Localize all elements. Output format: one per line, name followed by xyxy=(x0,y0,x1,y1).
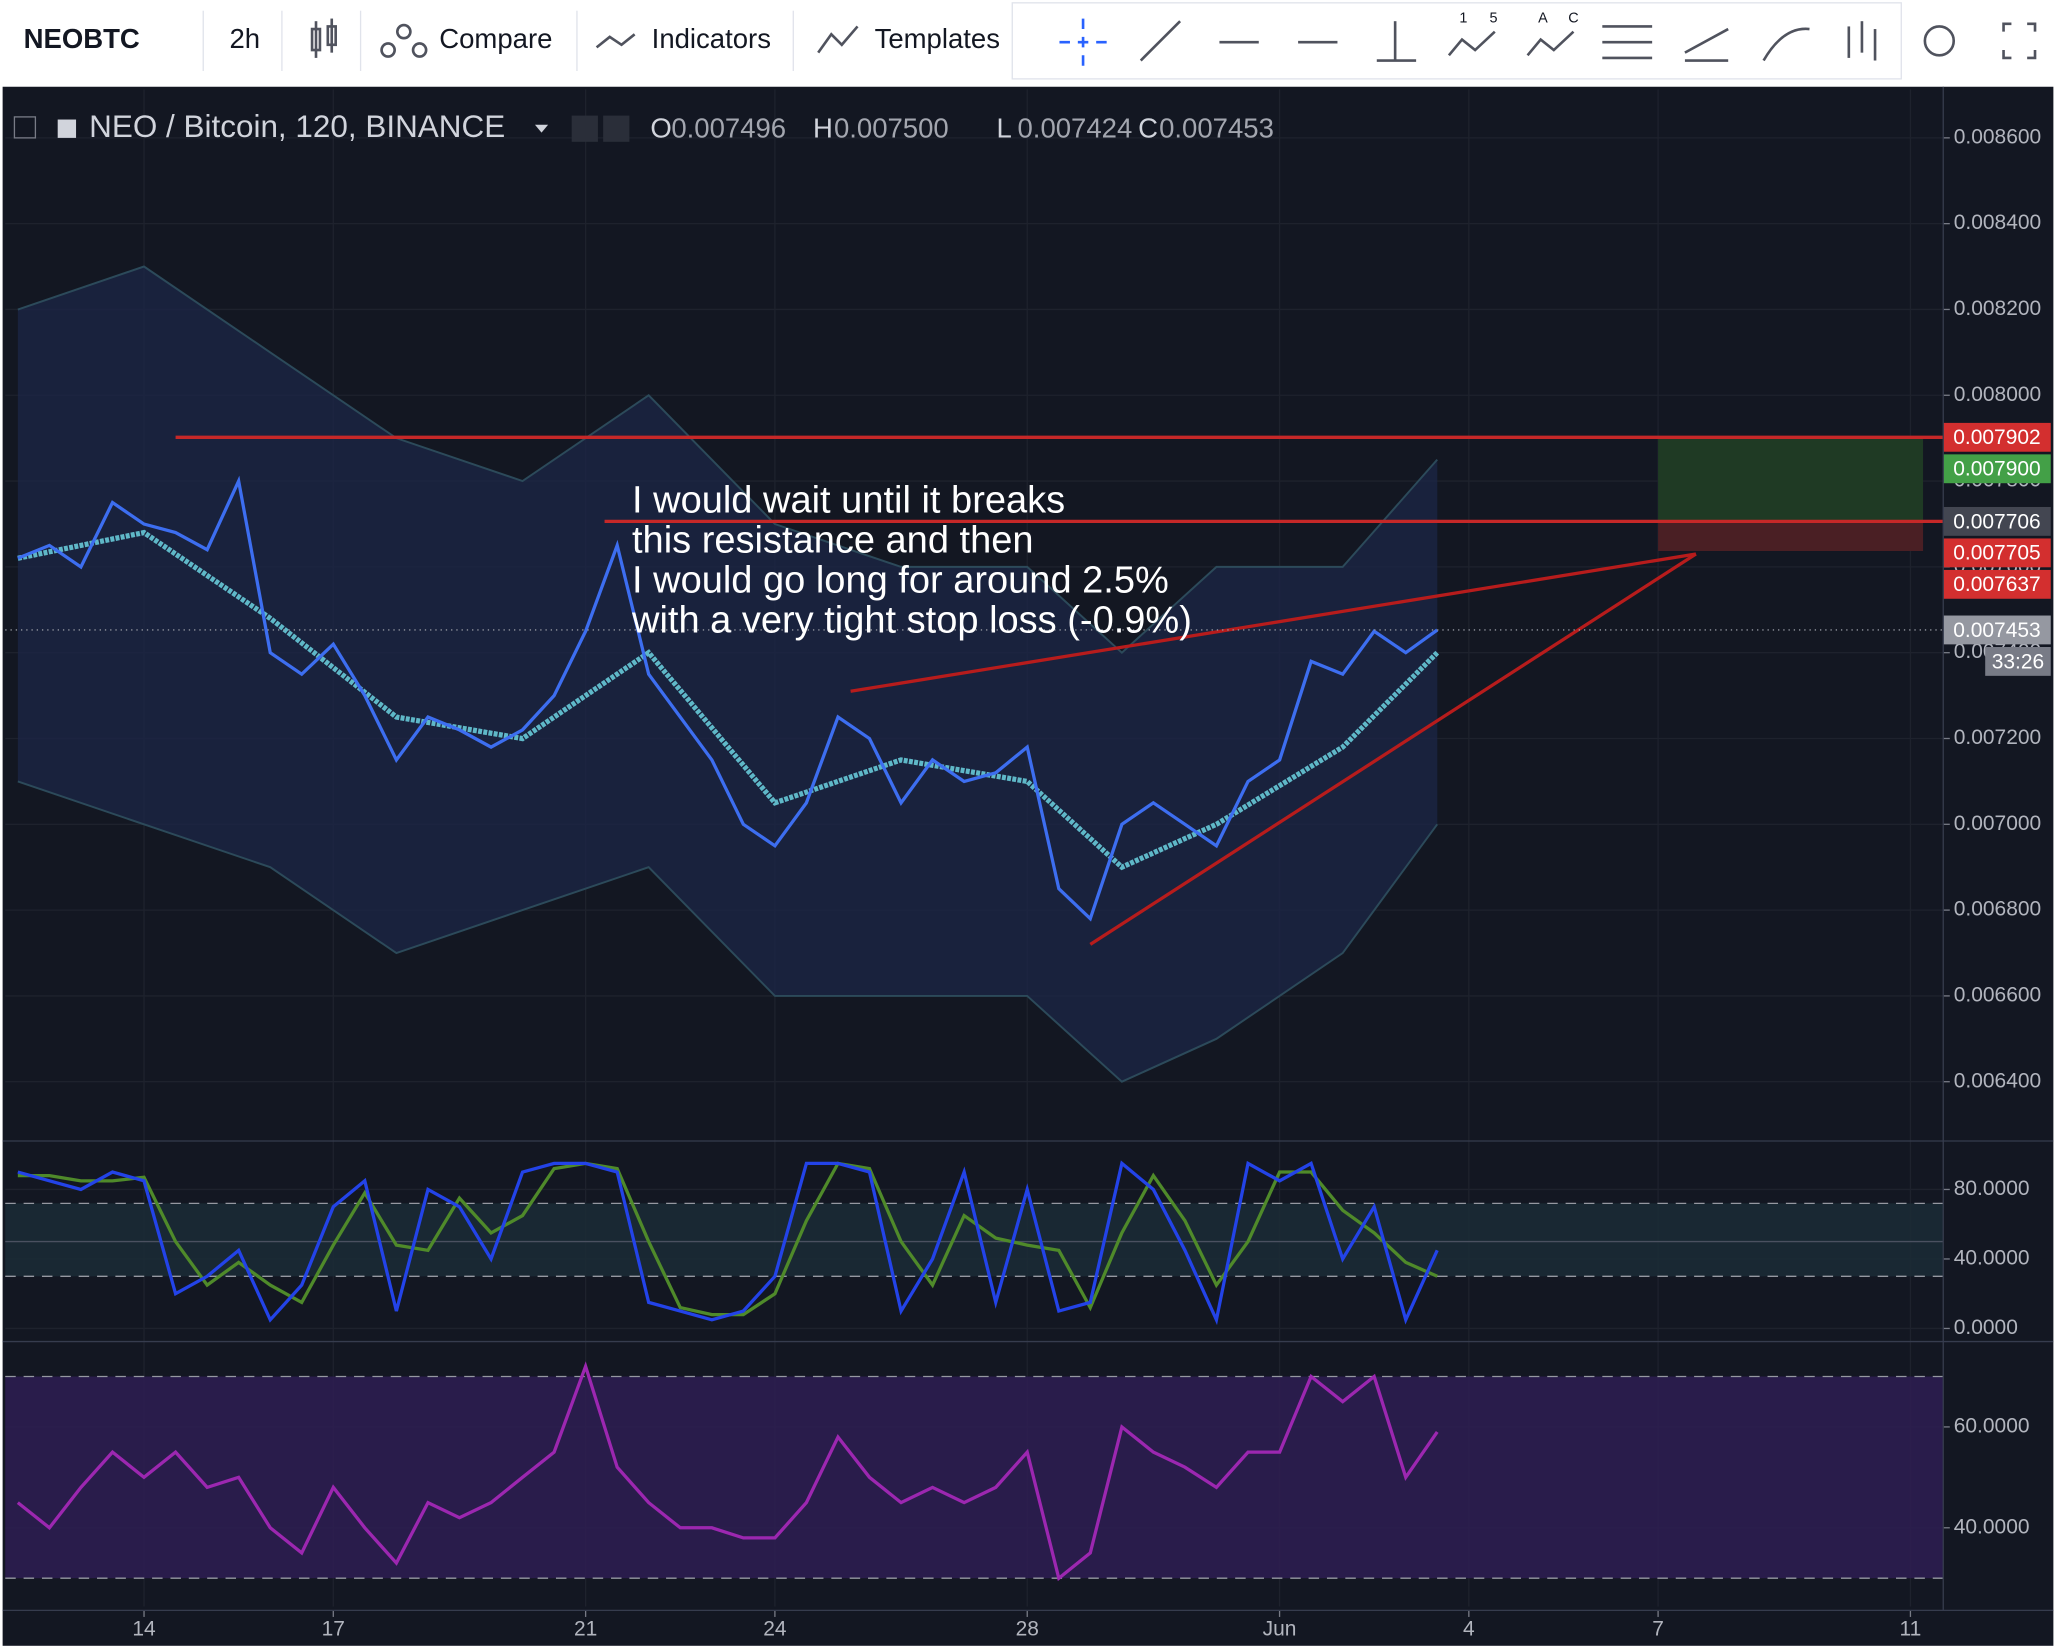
y-tick-label: 0.008600 xyxy=(1954,125,2041,148)
symbol[interactable]: NEOBTC xyxy=(24,23,140,54)
countdown-box xyxy=(1985,646,2051,676)
eye-icon[interactable] xyxy=(571,115,598,142)
measure-icon[interactable] xyxy=(1376,21,1417,62)
price-tag-label: 0.007637 xyxy=(1953,573,2040,596)
ohlc-value: 0.007424 xyxy=(1018,112,1133,143)
expand-icon[interactable] xyxy=(13,116,37,139)
x-tick-label: Jun xyxy=(1263,1618,1297,1641)
crosshair-icon[interactable] xyxy=(1059,18,1107,66)
x-tick-label: 17 xyxy=(322,1618,345,1641)
price-tag xyxy=(1943,506,2051,536)
y-tick-label: 0.008400 xyxy=(1954,211,2041,234)
y-tick-label: 0.0000 xyxy=(1954,1316,2018,1339)
symbol-icon xyxy=(57,119,77,138)
series-line xyxy=(17,1160,1439,1326)
price-tag-label: 0.007706 xyxy=(1953,510,2040,533)
annotation: I would wait until it breaks xyxy=(632,479,1065,521)
compare-icon[interactable] xyxy=(380,23,428,58)
price-tag-label: 0.007705 xyxy=(1953,542,2040,565)
interval[interactable]: 2h xyxy=(229,23,260,54)
band-area xyxy=(17,266,1438,1082)
y-tick-label: 0.006800 xyxy=(1954,898,2041,921)
price-tag xyxy=(1943,538,2051,568)
symbol-caret[interactable] xyxy=(534,124,549,133)
fib-icon[interactable] xyxy=(1602,25,1653,60)
x-tick-label: 14 xyxy=(132,1618,156,1641)
ohlc-value: 0.007496 xyxy=(671,112,786,143)
moving-average xyxy=(17,529,1440,871)
ohlc-name: L xyxy=(997,112,1012,143)
y-tick-label: 0.007200 xyxy=(1954,726,2041,749)
annotation: I would go long for around 2.5% xyxy=(632,559,1169,601)
pattern-icon[interactable] xyxy=(1847,21,1877,61)
settings-icon[interactable] xyxy=(1923,25,1956,57)
trend-line xyxy=(1089,552,1697,946)
wave-label: 5 xyxy=(1490,10,1498,26)
legend-controls xyxy=(13,115,630,142)
x-tick-label: 24 xyxy=(763,1618,787,1641)
band-edge xyxy=(17,780,1439,1083)
brush-icon[interactable] xyxy=(1762,27,1810,62)
profit-zone xyxy=(1658,438,1924,522)
band-fill xyxy=(5,1376,1944,1579)
toolbar: NEOBTC 2h Compare Indicators Templates 1… xyxy=(24,2,2037,80)
chart-title: NEO / Bitcoin, 120, BINANCE xyxy=(89,109,505,144)
wave-label: 1 xyxy=(1459,10,1467,26)
ohlc-name: H xyxy=(813,112,833,143)
abc-icon[interactable] xyxy=(1526,30,1575,57)
price-tag xyxy=(1943,569,2051,599)
gear-icon[interactable] xyxy=(603,115,630,142)
y-tick-label: 60.0000 xyxy=(1954,1414,2030,1437)
x-tick-label: 21 xyxy=(574,1618,597,1641)
x-tick-label: 28 xyxy=(1016,1618,1039,1641)
y-tick-label: 40.0000 xyxy=(1954,1247,2030,1270)
x-tick-label: 11 xyxy=(1900,1618,1922,1641)
price-tag xyxy=(1943,422,2051,452)
templates-icon[interactable] xyxy=(817,25,859,54)
candle-icon[interactable] xyxy=(310,18,337,58)
price-tag-label: 0.007900 xyxy=(1953,458,2040,481)
gann-icon[interactable] xyxy=(1684,27,1729,62)
countdown: 33:26 xyxy=(1992,650,2044,673)
loss-zone xyxy=(1658,521,1924,552)
y-tick-label: 80.0000 xyxy=(1954,1177,2030,1200)
trend-line-icon[interactable] xyxy=(1139,20,1182,62)
wave-label: C xyxy=(1568,10,1578,26)
drawing-panel xyxy=(1011,2,1902,80)
wave-label: A xyxy=(1538,10,1548,26)
annotation: this resistance and then xyxy=(632,519,1034,561)
y-tick-label: 0.008000 xyxy=(1954,383,2041,406)
band-edge xyxy=(17,265,1438,654)
wave-icon[interactable] xyxy=(1447,30,1496,57)
ohlc-name: C xyxy=(1138,112,1158,143)
series-line xyxy=(17,475,1439,922)
price-tag xyxy=(1943,615,2051,645)
x-tick-label: 7 xyxy=(1652,1618,1664,1641)
y-tick-label: 0.008200 xyxy=(1954,297,2041,320)
templates-button[interactable]: Templates xyxy=(875,23,1000,54)
plot: 14 17 21 24 28 Jun 4 7 11 0.006400 0.006600 0.00680… xyxy=(5,89,2051,1641)
y-tick-label: 0.006600 xyxy=(1954,983,2041,1006)
y-tick-label: 0.006400 xyxy=(1954,1069,2041,1092)
price-tag xyxy=(1943,454,2051,484)
price-tag-label: 0.007902 xyxy=(1953,426,2040,449)
ohlc-name: O xyxy=(650,112,671,143)
indicators-button[interactable]: Indicators xyxy=(652,23,771,54)
ohlc-value: 0.007453 xyxy=(1159,112,1274,143)
x-tick-label: 4 xyxy=(1463,1618,1475,1641)
y-tick-label: 40.0000 xyxy=(1954,1515,2030,1538)
compare-button[interactable]: Compare xyxy=(439,23,552,54)
y-tick-label: 0.007000 xyxy=(1954,812,2041,835)
annotation: with a very tight stop loss (-0.9%) xyxy=(631,599,1192,641)
price-tag-label: 0.007453 xyxy=(1953,619,2040,642)
fullscreen-icon[interactable] xyxy=(2002,22,2037,60)
trend-line xyxy=(850,552,1697,693)
ohlc-value: 0.007500 xyxy=(834,112,949,143)
indicators-icon[interactable] xyxy=(595,33,636,49)
series-line xyxy=(16,1361,1439,1582)
